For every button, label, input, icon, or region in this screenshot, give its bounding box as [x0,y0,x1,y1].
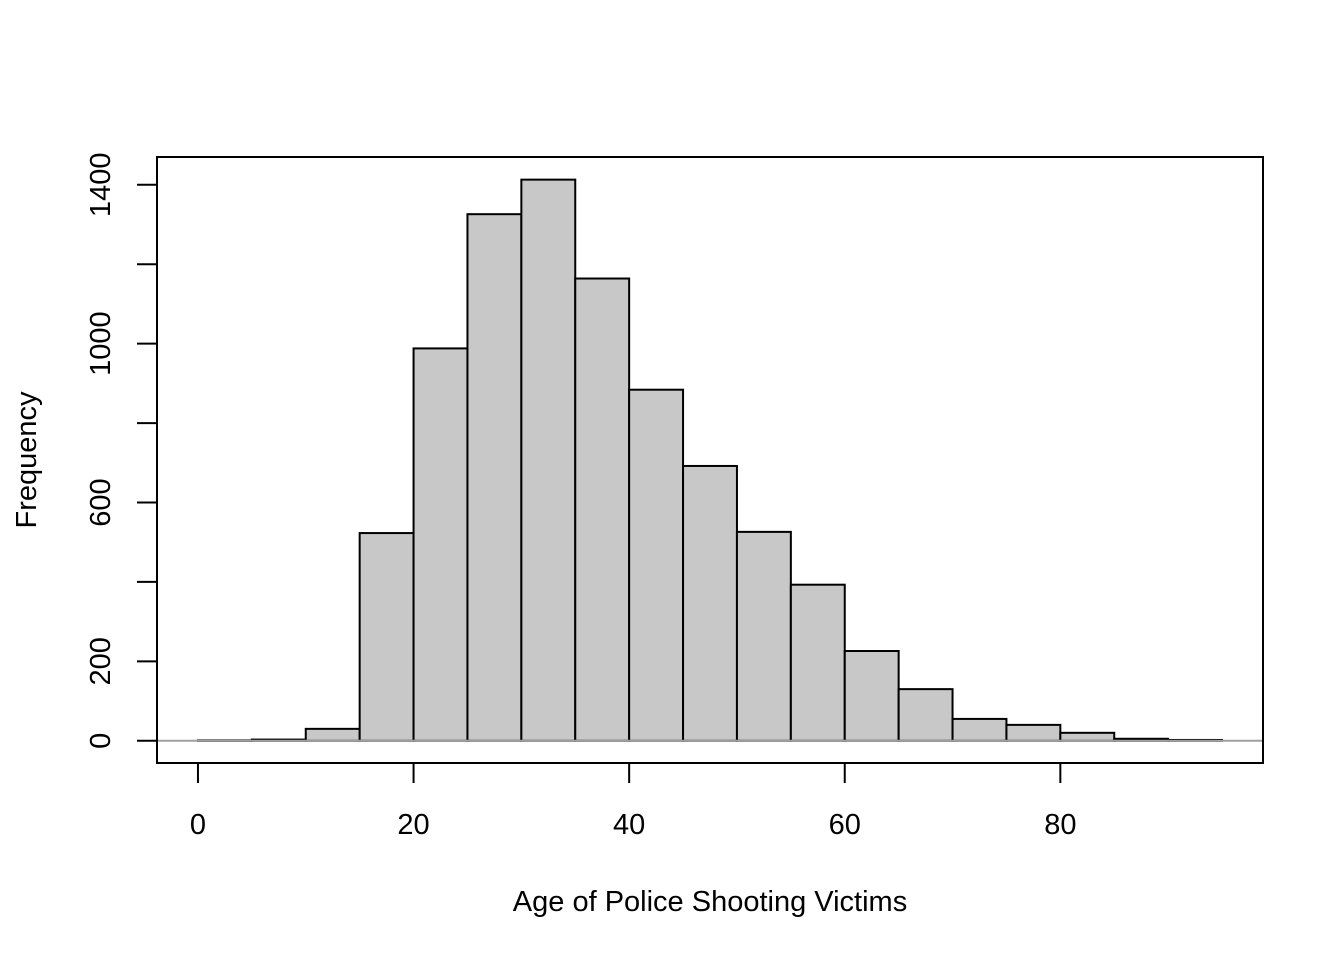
histogram-bar [1005,723,1062,742]
y-tick-label: 200 [85,637,117,685]
histogram-bar [1059,731,1116,742]
histogram-bar [412,347,469,742]
histogram-bar [735,530,792,742]
y-axis-title: Frequency [11,391,43,529]
bars-group [196,178,1224,742]
x-tick-label: 80 [1044,809,1076,841]
histogram-bar [951,717,1008,742]
histogram-bar [789,583,846,742]
y-tick-label: 600 [85,478,117,526]
x-axis-title: Age of Police Shooting Victims [513,886,907,918]
x-tick-label: 60 [829,809,861,841]
histogram-bar [843,650,900,742]
histogram-bar [520,178,577,742]
y-tick-label: 0 [85,733,117,749]
x-tick-label: 0 [190,809,206,841]
x-axis: 0 20 40 60 80 [190,762,1076,841]
y-tick-label: 1000 [85,311,117,376]
histogram-bar [897,688,954,742]
histogram-bar [628,388,685,742]
y-axis: 0 200 600 1000 1400 [85,153,158,749]
histogram-bar [466,213,523,742]
y-tick-label: 1400 [85,153,117,218]
histogram-bar [682,464,738,742]
x-tick-label: 20 [397,809,429,841]
histogram-bar [304,727,361,742]
histogram-bar [358,532,415,742]
x-tick-label: 40 [613,809,645,841]
histogram-bar [574,277,631,742]
